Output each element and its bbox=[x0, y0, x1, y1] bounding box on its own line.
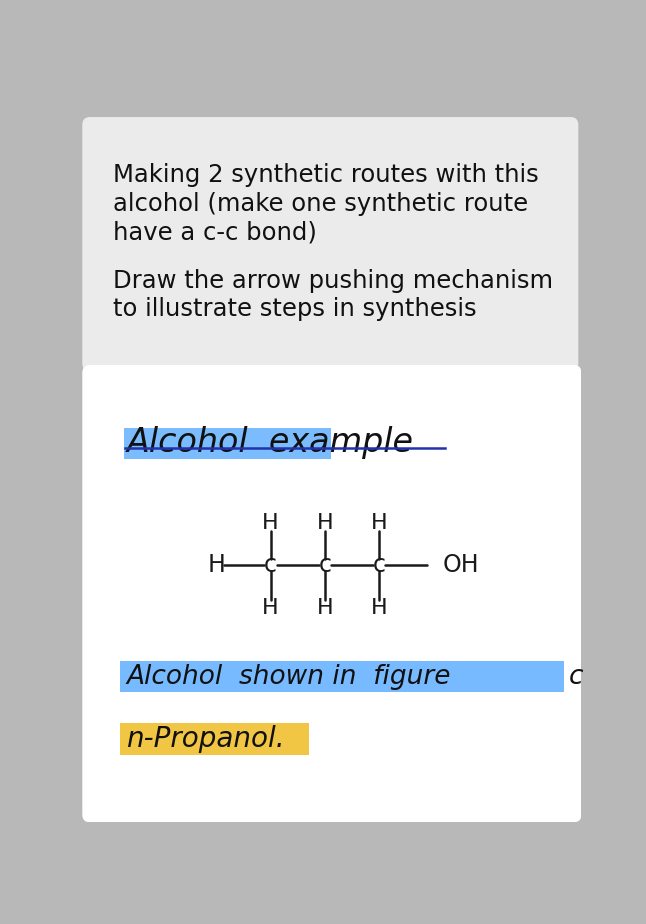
FancyBboxPatch shape bbox=[120, 662, 563, 692]
Text: Making 2 synthetic routes with this: Making 2 synthetic routes with this bbox=[113, 164, 539, 188]
FancyBboxPatch shape bbox=[124, 428, 331, 459]
Text: n-Propanol.: n-Propanol. bbox=[127, 725, 285, 753]
Text: c: c bbox=[264, 553, 277, 578]
FancyBboxPatch shape bbox=[120, 723, 309, 756]
Text: c: c bbox=[318, 553, 331, 578]
Text: alcohol (make one synthetic route: alcohol (make one synthetic route bbox=[113, 192, 528, 215]
Text: H: H bbox=[262, 513, 279, 533]
Text: Alcohol  example: Alcohol example bbox=[127, 426, 414, 459]
Text: H: H bbox=[317, 513, 333, 533]
Text: H: H bbox=[371, 598, 388, 617]
FancyBboxPatch shape bbox=[82, 365, 581, 822]
Text: H: H bbox=[207, 553, 225, 578]
Text: Draw the arrow pushing mechanism: Draw the arrow pushing mechanism bbox=[113, 269, 554, 293]
Text: have a c-c bond): have a c-c bond) bbox=[113, 220, 317, 244]
Text: H: H bbox=[317, 598, 333, 617]
Text: OH: OH bbox=[443, 553, 479, 578]
Text: c: c bbox=[569, 663, 583, 690]
Text: c: c bbox=[373, 553, 386, 578]
Text: to illustrate steps in synthesis: to illustrate steps in synthesis bbox=[113, 298, 477, 322]
Text: H: H bbox=[371, 513, 388, 533]
Text: Alcohol  shown in  figure: Alcohol shown in figure bbox=[127, 663, 451, 690]
Text: H: H bbox=[262, 598, 279, 617]
FancyBboxPatch shape bbox=[82, 117, 578, 371]
